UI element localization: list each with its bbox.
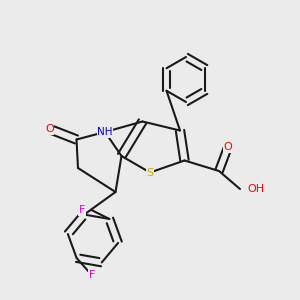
Text: OH: OH — [248, 184, 265, 194]
Text: NH: NH — [97, 127, 113, 137]
Text: O: O — [224, 142, 232, 152]
Text: F: F — [88, 269, 95, 280]
Text: F: F — [79, 205, 86, 215]
Text: S: S — [146, 167, 154, 178]
Text: O: O — [45, 124, 54, 134]
